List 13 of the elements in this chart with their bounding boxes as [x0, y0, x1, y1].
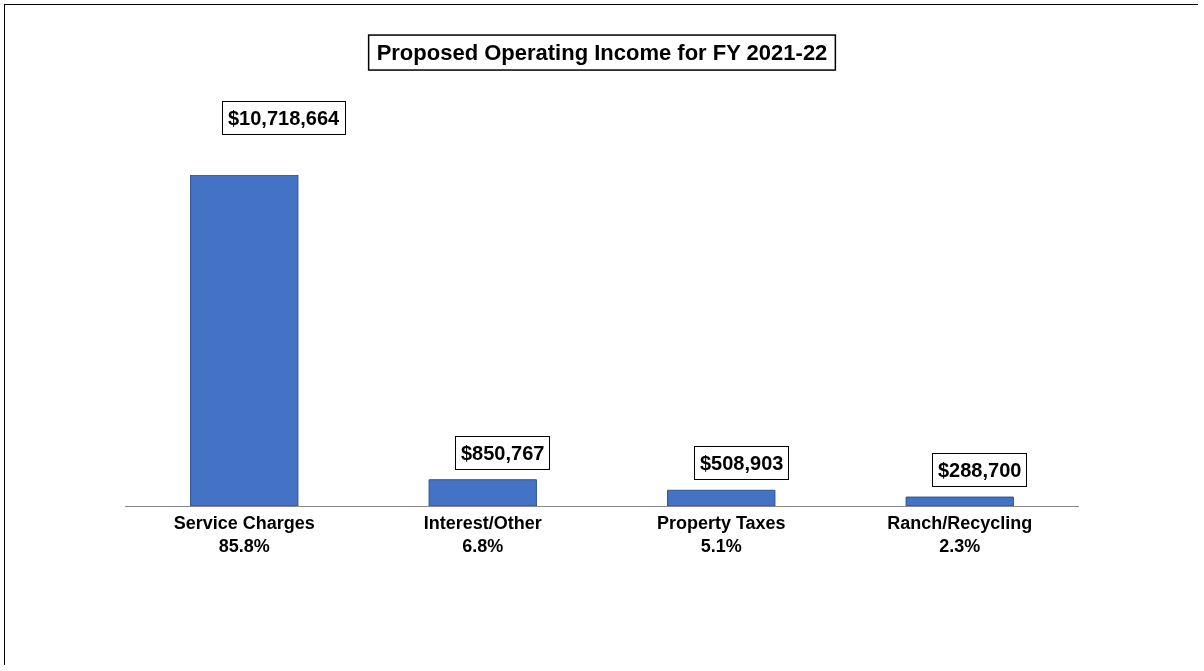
- x-tick-label: Interest/Other 6.8%: [423, 512, 542, 556]
- x-tick-label: Service Charges 85.8%: [173, 512, 315, 556]
- chart-title: Proposed Operating Income for FY 2021-22: [376, 40, 828, 66]
- bar: [905, 496, 1014, 506]
- data-label: $288,700: [938, 459, 1022, 481]
- bar: [667, 489, 776, 506]
- x-tick-label: Ranch/Recycling 2.3%: [887, 512, 1033, 556]
- bar: [428, 479, 537, 506]
- x-tick-label: Property Taxes 5.1%: [656, 512, 786, 556]
- data-label: $850,767: [461, 442, 545, 464]
- bar: [190, 175, 299, 506]
- data-label: $10,718,664: [228, 107, 341, 129]
- data-label: $508,903: [700, 452, 784, 474]
